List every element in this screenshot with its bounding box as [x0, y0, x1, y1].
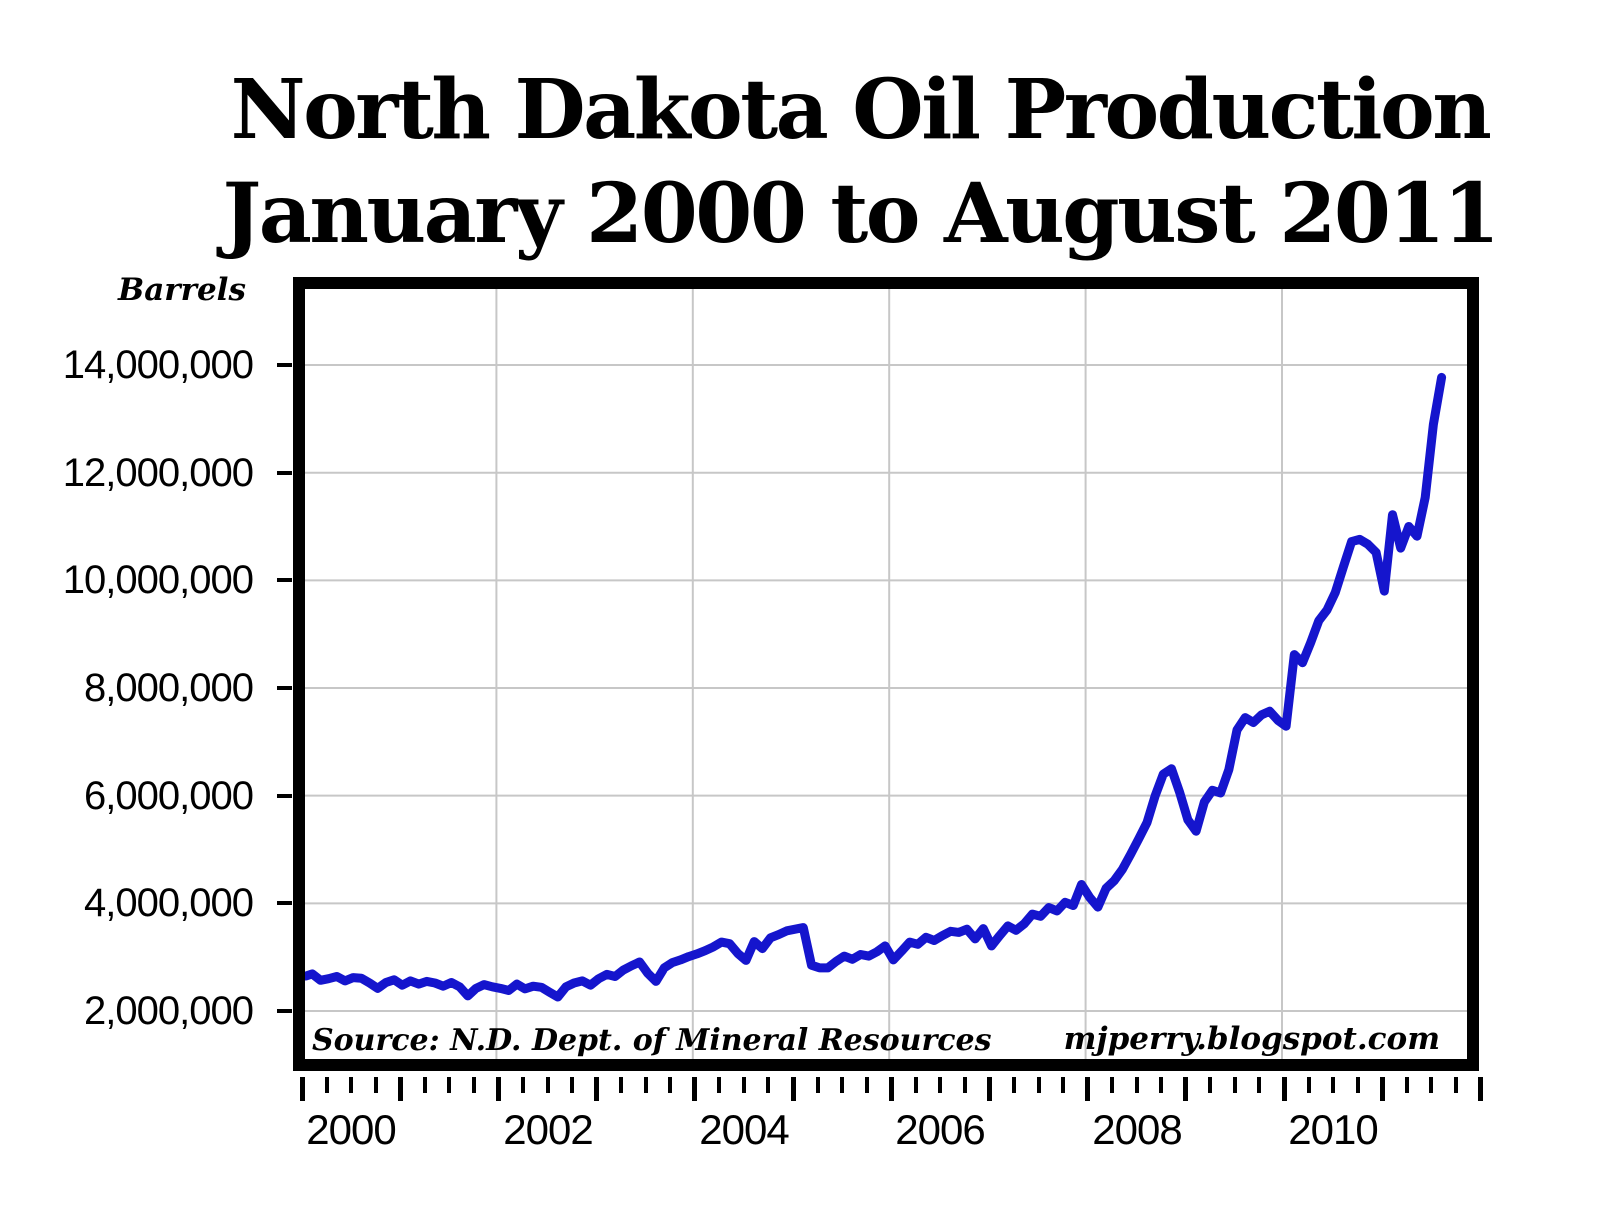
chart-title: North Dakota Oil Production January 2000… — [110, 58, 1600, 266]
x-minor-tick-mark — [1429, 1077, 1433, 1093]
x-minor-tick-mark — [1307, 1077, 1311, 1093]
x-major-tick-mark — [1183, 1077, 1188, 1101]
x-major-tick-mark — [300, 1077, 305, 1101]
x-minor-tick-mark — [1061, 1077, 1065, 1093]
plot-frame — [293, 277, 1479, 1071]
x-minor-tick-mark — [938, 1077, 942, 1093]
x-major-tick-mark — [987, 1077, 992, 1101]
x-tick-label: 2006 — [895, 1106, 985, 1153]
y-axis-title: Barrels — [118, 272, 246, 308]
x-minor-tick-mark — [914, 1077, 918, 1093]
x-minor-tick-mark — [570, 1077, 574, 1093]
y-tick-label: 10,000,000 — [62, 558, 254, 603]
x-major-tick-mark — [791, 1077, 796, 1101]
x-minor-tick-mark — [423, 1077, 427, 1093]
x-minor-tick-mark — [1356, 1077, 1360, 1093]
x-tick-label: 2004 — [699, 1106, 789, 1153]
x-minor-tick-mark — [619, 1077, 623, 1093]
x-minor-tick-mark — [1208, 1077, 1212, 1093]
x-minor-tick-mark — [447, 1077, 451, 1093]
y-tick-label: 4,000,000 — [84, 881, 254, 926]
x-tick-label: 2010 — [1288, 1106, 1378, 1153]
x-minor-tick-mark — [717, 1077, 721, 1093]
x-minor-tick-mark — [963, 1077, 967, 1093]
y-tick-mark — [277, 1009, 292, 1013]
x-minor-tick-mark — [840, 1077, 844, 1093]
x-minor-tick-mark — [668, 1077, 672, 1093]
y-tick-mark — [277, 578, 292, 583]
x-tick-label: 2002 — [503, 1106, 593, 1153]
x-major-tick-mark — [496, 1077, 501, 1101]
y-tick-mark — [277, 686, 292, 691]
x-major-tick-mark — [692, 1077, 697, 1101]
x-major-tick-mark — [1282, 1077, 1287, 1101]
x-minor-tick-mark — [1012, 1077, 1016, 1093]
y-tick-label: 6,000,000 — [84, 773, 254, 818]
y-tick-label: 2,000,000 — [84, 989, 254, 1033]
chart-title-line2: January 2000 to August 2011 — [222, 166, 1500, 262]
x-major-tick-mark — [594, 1077, 599, 1101]
y-tick-mark — [277, 901, 292, 906]
x-minor-tick-mark — [1159, 1077, 1163, 1093]
x-minor-tick-mark — [325, 1077, 329, 1093]
chart-canvas — [305, 289, 1467, 1059]
x-tick-label: 2000 — [306, 1106, 396, 1153]
x-minor-tick-mark — [1110, 1077, 1114, 1093]
x-major-tick-mark — [1085, 1077, 1090, 1101]
x-minor-tick-mark — [1405, 1077, 1409, 1093]
production-line — [305, 372, 1447, 1002]
x-minor-tick-mark — [374, 1077, 378, 1093]
credit-note: mjperry.blogspot.com — [1063, 1021, 1440, 1057]
y-tick-label: 12,000,000 — [62, 450, 254, 495]
chart-title-line1: North Dakota Oil Production — [230, 62, 1492, 158]
x-minor-tick-mark — [742, 1077, 746, 1093]
x-major-tick-mark — [398, 1077, 403, 1101]
x-minor-tick-mark — [1257, 1077, 1261, 1093]
x-major-tick-mark — [1478, 1077, 1483, 1101]
x-minor-tick-mark — [1331, 1077, 1335, 1093]
y-tick-label: 8,000,000 — [84, 666, 254, 711]
x-minor-tick-mark — [472, 1077, 476, 1093]
x-minor-tick-mark — [644, 1077, 648, 1093]
x-minor-tick-mark — [1454, 1077, 1458, 1093]
x-minor-tick-mark — [865, 1077, 869, 1093]
x-minor-tick-mark — [1037, 1077, 1041, 1093]
source-note: Source: N.D. Dept. of Mineral Resources — [312, 1023, 992, 1058]
y-tick-mark — [277, 363, 292, 368]
x-minor-tick-mark — [1135, 1077, 1139, 1093]
x-minor-tick-mark — [1233, 1077, 1237, 1093]
x-minor-tick-mark — [816, 1077, 820, 1093]
y-tick-label: 14,000,000 — [62, 343, 254, 388]
x-minor-tick-mark — [546, 1077, 550, 1093]
x-minor-tick-mark — [349, 1077, 353, 1093]
x-tick-label: 2008 — [1092, 1106, 1182, 1153]
x-major-tick-mark — [1380, 1077, 1385, 1101]
x-major-tick-mark — [889, 1077, 894, 1101]
y-tick-mark — [277, 470, 292, 475]
y-tick-mark — [277, 793, 292, 798]
x-minor-tick-mark — [766, 1077, 770, 1093]
x-minor-tick-mark — [521, 1077, 525, 1093]
